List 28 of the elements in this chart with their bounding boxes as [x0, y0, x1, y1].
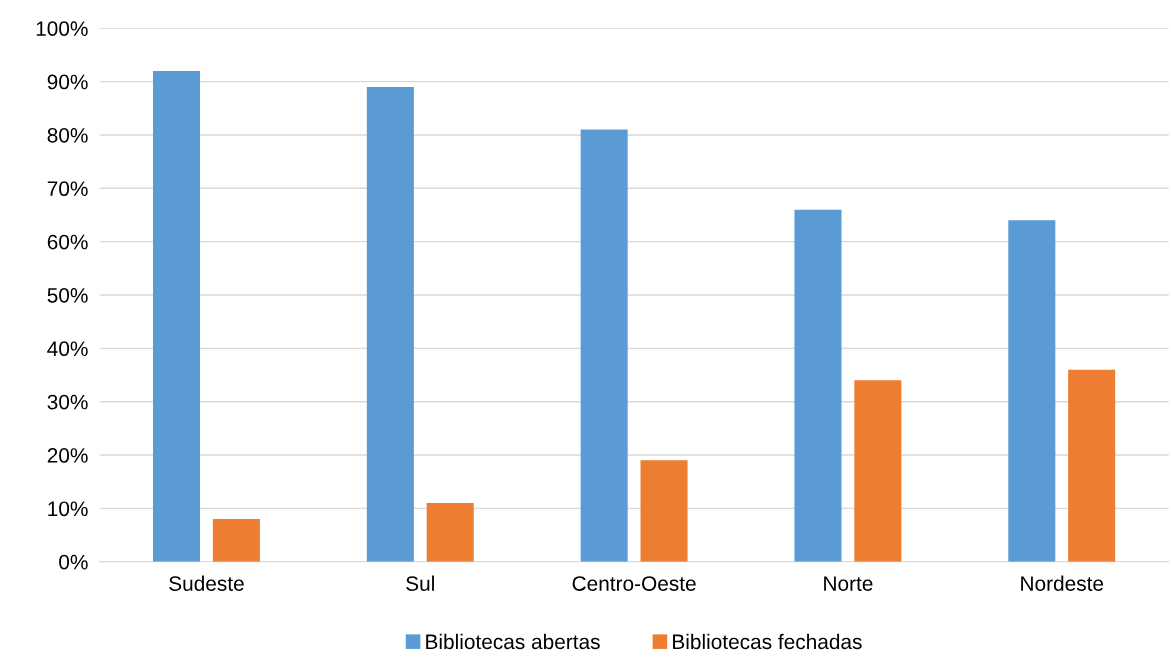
x-tick-label: Sudeste [169, 575, 244, 591]
y-tick-label: 70% [47, 181, 88, 197]
y-tick-label: 30% [47, 394, 88, 410]
y-tick-label: 40% [47, 341, 88, 357]
bar [854, 380, 902, 562]
y-tick-label: 80% [47, 127, 88, 143]
bar [1068, 369, 1116, 562]
y-tick-label: 90% [47, 74, 88, 90]
bar [426, 503, 474, 562]
x-tick-label: Centro-Oeste [572, 576, 696, 591]
bar [1008, 220, 1056, 562]
legend-label: Bibliotecas fechadas [673, 633, 862, 650]
bar [152, 70, 201, 562]
legend-label: Bibliotecas abertas [426, 633, 600, 650]
x-tick-label: Norte [824, 576, 873, 591]
bar [640, 460, 688, 562]
y-tick-label: 0% [59, 554, 88, 570]
y-tick-label: 50% [47, 287, 88, 303]
bar [366, 86, 414, 562]
y-tick-label: 60% [47, 234, 88, 250]
bar [794, 209, 842, 562]
y-tick-label: 100% [36, 21, 88, 36]
y-tick-label: 20% [47, 448, 88, 463]
bar [212, 519, 260, 562]
y-tick-label: 10% [48, 501, 88, 517]
x-tick-label: Sul [406, 575, 434, 591]
bar [580, 129, 628, 562]
x-tick-label: Nordeste [1021, 575, 1104, 591]
